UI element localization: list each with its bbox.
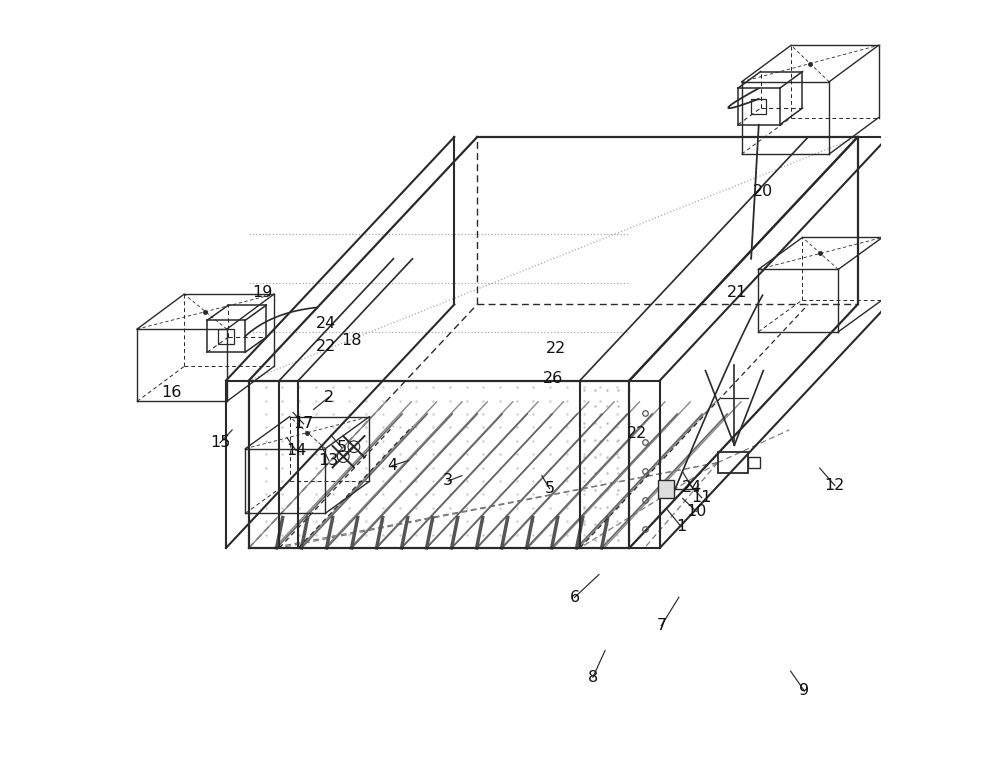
Text: 1: 1 bbox=[676, 519, 686, 534]
Text: 21: 21 bbox=[727, 285, 748, 301]
Text: 22: 22 bbox=[546, 341, 566, 356]
Text: 17: 17 bbox=[293, 416, 314, 431]
Text: 5: 5 bbox=[337, 440, 347, 455]
Text: 13: 13 bbox=[319, 453, 339, 468]
Text: 20: 20 bbox=[752, 184, 773, 199]
Bar bbox=[218, 329, 234, 344]
Text: 9: 9 bbox=[799, 683, 809, 699]
Text: 16: 16 bbox=[161, 385, 181, 400]
Text: 18: 18 bbox=[341, 333, 362, 349]
Text: 6: 6 bbox=[570, 590, 580, 605]
Text: 11: 11 bbox=[691, 490, 712, 505]
Text: 19: 19 bbox=[252, 285, 273, 301]
Text: 12: 12 bbox=[825, 478, 845, 493]
Text: 26: 26 bbox=[543, 371, 563, 387]
Text: 10: 10 bbox=[686, 504, 707, 519]
Text: 3: 3 bbox=[443, 473, 453, 489]
Text: 24: 24 bbox=[316, 316, 337, 331]
Bar bbox=[658, 480, 674, 498]
Text: 22: 22 bbox=[316, 339, 337, 354]
Text: 4: 4 bbox=[387, 458, 397, 473]
Text: 7: 7 bbox=[656, 618, 666, 633]
Text: 22: 22 bbox=[627, 426, 647, 441]
Text: 2: 2 bbox=[324, 390, 334, 405]
Bar bbox=[748, 457, 760, 468]
Text: 14: 14 bbox=[286, 443, 306, 458]
Bar bbox=[751, 99, 766, 114]
Text: 8: 8 bbox=[588, 670, 598, 685]
Text: 5: 5 bbox=[544, 481, 555, 496]
Text: 24: 24 bbox=[682, 479, 702, 495]
Text: 15: 15 bbox=[210, 435, 230, 451]
Bar bbox=[718, 452, 748, 473]
